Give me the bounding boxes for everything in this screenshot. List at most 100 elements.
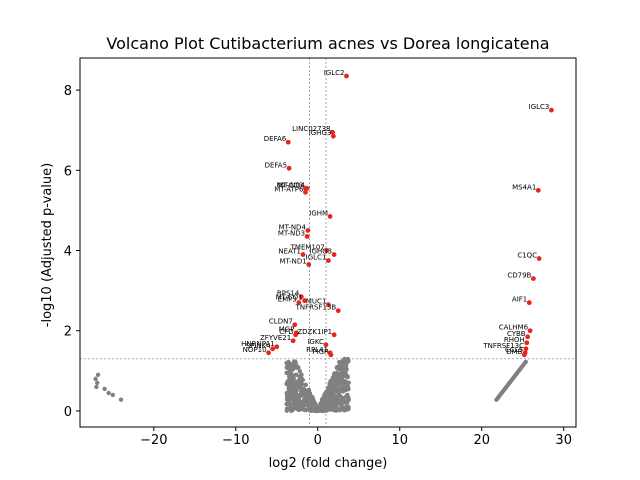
y-axis-title: -log10 (Adjusted p-value) — [40, 163, 55, 327]
nonsignificant-point — [94, 384, 99, 390]
plot-frame — [79, 57, 577, 428]
gene-label: LINC02738 — [292, 125, 330, 133]
nonsignificant-point — [290, 396, 295, 401]
significant-point — [298, 294, 304, 300]
nonsignificant-point — [340, 376, 345, 381]
gene-label: TMEM107 — [290, 244, 325, 252]
significant-point — [306, 262, 312, 267]
nonsignificant-point — [308, 394, 313, 399]
y-tick-label: 6 — [64, 164, 72, 179]
significant-point — [285, 139, 291, 145]
nonsignificant-point — [340, 397, 345, 402]
significant-point — [328, 352, 334, 358]
significant-point — [303, 185, 308, 191]
significant-point — [296, 300, 302, 306]
gene-label: IGHG3 — [310, 248, 333, 256]
gene-label: IGHM — [309, 209, 328, 217]
nonsignificant-point — [340, 372, 346, 378]
x-axis-title: log2 (fold change) — [269, 456, 388, 471]
gene-label: EMP3 — [278, 296, 297, 304]
nonsignificant-point — [334, 385, 339, 391]
nonsignificant-point — [311, 398, 316, 404]
nonsignificant-point — [293, 359, 298, 365]
significant-point — [526, 300, 532, 306]
gene-label: NEAT1 — [278, 248, 301, 256]
gene-label: DMB — [506, 348, 522, 356]
nonsignificant-point — [284, 390, 289, 396]
gene-label: AIF1 — [512, 296, 527, 304]
nonsignificant-point — [294, 379, 299, 385]
significant-point — [324, 248, 330, 253]
nonsignificant-point — [324, 391, 329, 396]
nonsignificant-point — [523, 359, 528, 365]
nonsignificant-point — [110, 392, 115, 398]
gene-label: SPINK4 — [246, 342, 272, 350]
significant-point — [270, 346, 276, 352]
nonsignificant-point — [345, 398, 350, 403]
gene-label: DEFA5 — [265, 161, 287, 169]
x-tick-label: 30 — [555, 433, 572, 448]
gene-label: CD79B — [507, 272, 531, 280]
nonsignificant-point — [93, 376, 98, 382]
nonsignificant-point — [301, 407, 306, 412]
significant-point — [530, 276, 536, 281]
y-tick-label: 0 — [64, 405, 72, 420]
gene-label: IGLC2 — [324, 69, 345, 77]
significant-point — [323, 342, 329, 348]
significant-point — [535, 187, 541, 193]
significant-point — [330, 129, 335, 135]
gene-label: TNFRSF13C — [482, 342, 524, 350]
nonsignificant-point — [286, 382, 291, 388]
gene-label: C1QC — [517, 252, 537, 260]
gene-label: DEFA6 — [264, 135, 287, 143]
gene-label: MT-ND4 — [279, 223, 307, 231]
significant-point — [326, 258, 331, 263]
nonsignificant-point — [102, 386, 107, 392]
significant-point — [335, 308, 341, 314]
nonsignificant-point — [339, 388, 345, 393]
nonsignificant-point — [297, 393, 303, 399]
nonsignificant-point — [328, 405, 333, 411]
significant-point — [286, 165, 292, 171]
significant-point — [290, 338, 296, 344]
nonsignificant-point — [334, 365, 340, 370]
gene-label: PIGR — [312, 348, 329, 356]
nonsignificant-point — [334, 370, 340, 376]
nonsignificant-point — [328, 401, 333, 407]
x-tick-label: 20 — [473, 433, 490, 448]
gene-label: HNRNPA1 — [241, 340, 275, 348]
gene-label: IGLC3 — [529, 103, 550, 111]
significant-point — [331, 332, 337, 338]
significant-point — [303, 189, 308, 195]
nonsignificant-point — [324, 394, 330, 400]
nonsignificant-point — [331, 378, 336, 383]
gene-label: NOP10 — [243, 346, 267, 354]
nonsignificant-point — [345, 374, 350, 379]
gene-label: RHOH — [504, 336, 525, 344]
nonsignificant-point — [335, 400, 340, 405]
significant-point — [292, 322, 298, 328]
gene-label: ZFYVE21 — [260, 334, 291, 342]
nonsignificant-point — [303, 382, 308, 388]
gene-label: CALHM6 — [499, 324, 529, 332]
gene-label: RPL41 — [306, 346, 328, 354]
gene-label: CCL5 — [505, 346, 523, 354]
gene-label: MS4A1 — [512, 183, 536, 191]
nonsignificant-point — [340, 358, 345, 364]
gene-label: TNFRSF13B — [295, 304, 337, 312]
significant-point — [302, 298, 308, 304]
nonsignificant-point — [290, 386, 296, 391]
nonsignificant-point — [321, 408, 326, 414]
nonsignificant-point — [306, 391, 311, 396]
nonsignificant-point — [284, 406, 290, 411]
nonsignificant-point — [344, 386, 350, 391]
nonsignificant-point — [300, 377, 305, 383]
gene-label: MT-ND3 — [278, 229, 305, 237]
gene-label: MT-ATP6 — [274, 185, 304, 193]
nonsignificant-point — [327, 392, 332, 397]
nonsignificant-point — [339, 406, 344, 411]
nonsignificant-point — [286, 386, 292, 391]
x-tick-label: 10 — [391, 433, 408, 448]
plot-area: IGLC2 IGLC3 LINC02738 IGHG3 DEFA6 DEFA5 MS4A1 M… — [64, 57, 577, 448]
